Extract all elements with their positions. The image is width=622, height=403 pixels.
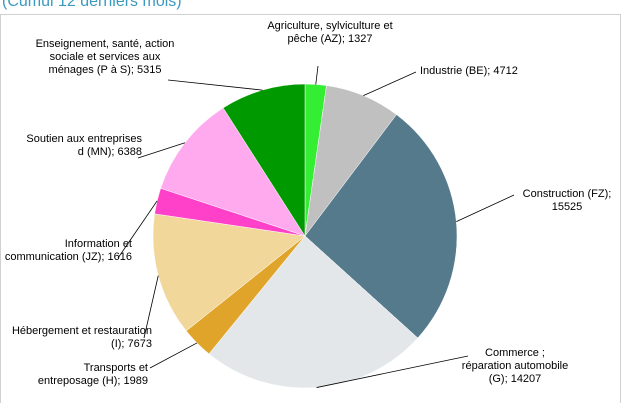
data-label: Information et communication (JZ); 1616 (4, 238, 132, 263)
data-label: Enseignement, santé, action sociale et s… (35, 38, 175, 76)
pie-slice (160, 107, 306, 237)
pie-slice (152, 213, 306, 332)
data-label: Industrie (BE); 4712 (420, 65, 518, 77)
leader-line (143, 275, 159, 339)
pie-slice (304, 114, 458, 339)
leader-line (117, 200, 158, 259)
data-label: Hébergement et restauration (I); 7673 (11, 325, 152, 350)
data-label: Transports et entreposage (H); 1989 (37, 362, 148, 387)
leader-line (167, 79, 263, 91)
data-label: Soutien aux entreprises d (MN); 6388 (26, 133, 142, 158)
leader-line (456, 194, 515, 222)
chart-title: (Cumul 12 derniers mois) (2, 0, 182, 10)
data-label: Commerce ; réparation automobile (G); 14… (461, 347, 569, 385)
leader-line (149, 342, 198, 369)
leader-line (363, 71, 417, 97)
pie-slice (222, 83, 306, 237)
data-label: Agriculture, sylviculture et pêche (AZ);… (267, 20, 393, 45)
leader-line (315, 65, 319, 85)
leader-line (316, 355, 469, 388)
plot-frame (0, 14, 621, 403)
leader-line (137, 142, 186, 159)
data-label: Construction (FZ); 15525 (522, 188, 612, 213)
